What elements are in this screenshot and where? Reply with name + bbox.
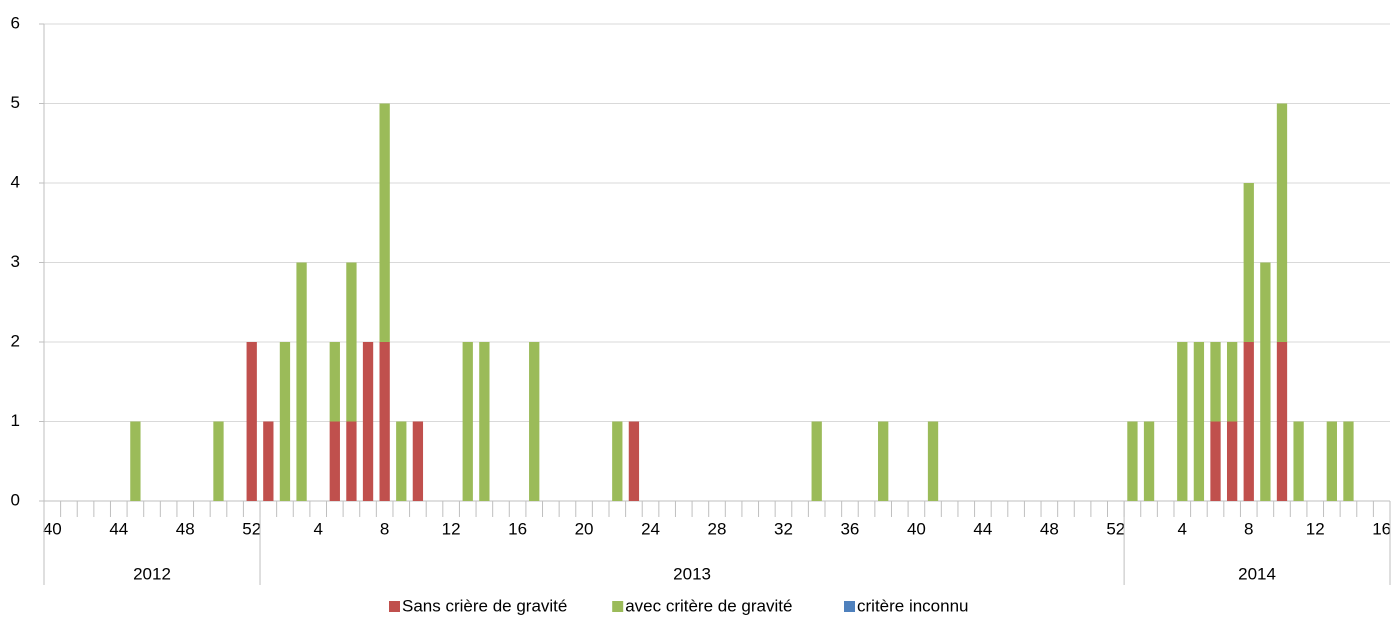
y-tick-label: 3 <box>11 252 20 271</box>
bar <box>1177 342 1188 501</box>
bar <box>1293 421 1304 501</box>
bar <box>1127 421 1138 501</box>
bar <box>246 342 257 501</box>
bar <box>1326 421 1337 501</box>
x-tick-label: 12 <box>442 519 461 538</box>
x-tick-label: 20 <box>575 519 594 538</box>
group-label: 2012 <box>133 564 171 583</box>
bar <box>362 342 374 501</box>
x-tick-label: 40 <box>907 519 926 538</box>
x-tick-label: 8 <box>1244 519 1253 538</box>
bar <box>346 421 357 501</box>
x-tick-label: 28 <box>708 519 727 538</box>
x-tick-label: 44 <box>109 519 128 538</box>
x-tick-label: 4 <box>1178 519 1187 538</box>
bar <box>1210 421 1221 501</box>
bar <box>1276 342 1288 501</box>
bar <box>379 103 390 342</box>
x-tick-label: 16 <box>508 519 527 538</box>
bar <box>130 421 141 501</box>
y-tick-label: 1 <box>11 411 20 430</box>
bar <box>927 421 939 501</box>
x-tick-label: 8 <box>380 519 389 538</box>
bar <box>878 421 889 501</box>
bar <box>279 342 291 501</box>
bar <box>396 421 407 501</box>
bar <box>1210 342 1221 422</box>
y-tick-label: 2 <box>11 331 20 350</box>
legend-swatch <box>612 601 624 612</box>
y-tick-label: 6 <box>11 13 20 32</box>
x-tick-label: 44 <box>973 519 992 538</box>
bar <box>1343 421 1354 501</box>
bar <box>1260 262 1271 501</box>
y-tick-label: 4 <box>11 172 20 191</box>
bar <box>329 421 340 501</box>
x-tick-label: 32 <box>774 519 793 538</box>
x-tick-label: 4 <box>313 519 322 538</box>
legend-label: avec critère de gravité <box>625 596 792 615</box>
bar <box>1243 342 1254 501</box>
x-tick-label: 48 <box>176 519 195 538</box>
bar <box>811 421 822 501</box>
bar <box>462 342 473 501</box>
bar <box>263 421 274 501</box>
bar <box>1226 421 1238 501</box>
legend-swatch <box>389 601 400 612</box>
group-label: 2014 <box>1238 564 1276 583</box>
bar <box>612 421 623 501</box>
legend-label: critère inconnu <box>857 596 969 615</box>
bar <box>628 421 640 501</box>
bar <box>1226 342 1238 422</box>
group-label: 2013 <box>673 564 711 583</box>
x-tick-label: 24 <box>641 519 660 538</box>
bar <box>529 342 540 501</box>
x-tick-label: 16 <box>1372 519 1391 538</box>
bar <box>346 262 357 422</box>
legend-swatch <box>844 601 855 612</box>
x-tick-label: 36 <box>840 519 859 538</box>
bar <box>1143 421 1155 501</box>
x-tick-label: 48 <box>1040 519 1059 538</box>
x-tick-label: 12 <box>1306 519 1325 538</box>
bar <box>1243 183 1254 342</box>
bar <box>412 421 424 501</box>
bar <box>379 342 390 501</box>
y-tick-label: 0 <box>11 490 20 509</box>
y-tick-label: 5 <box>11 93 20 112</box>
x-tick-label: 52 <box>1106 519 1125 538</box>
x-tick-label: 52 <box>242 519 261 538</box>
bar <box>1193 342 1205 501</box>
bar <box>329 342 340 422</box>
legend-label: Sans crière de gravité <box>402 596 567 615</box>
bar <box>213 421 224 501</box>
bar <box>479 342 490 501</box>
x-tick-label: 40 <box>43 519 62 538</box>
bar <box>1276 103 1288 342</box>
bar <box>296 262 307 501</box>
